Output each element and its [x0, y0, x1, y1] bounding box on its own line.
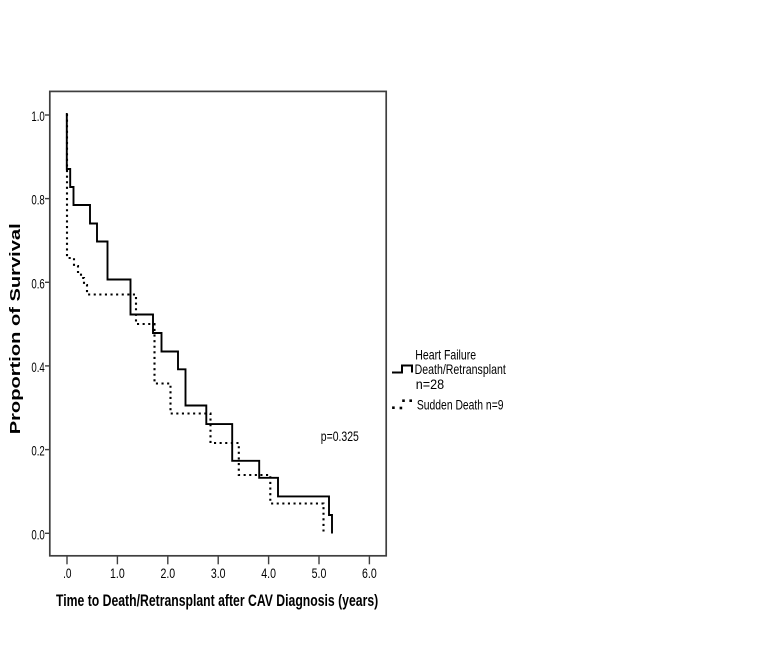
svg-text:Sudden Death n=9: Sudden Death n=9	[417, 396, 504, 412]
svg-text:6.0: 6.0	[362, 565, 377, 581]
svg-text:0.4: 0.4	[31, 359, 45, 375]
svg-text:0.6: 0.6	[31, 275, 45, 291]
svg-text:0.8: 0.8	[31, 192, 45, 208]
svg-text:0.2: 0.2	[31, 443, 45, 459]
svg-text:Death/Retransplant: Death/Retransplant	[415, 361, 506, 377]
svg-text:1.0: 1.0	[110, 565, 125, 581]
svg-text:Heart Failure: Heart Failure	[415, 347, 476, 363]
svg-text:1.0: 1.0	[31, 108, 45, 124]
svg-text:5.0: 5.0	[312, 565, 327, 581]
svg-text:.0: .0	[63, 565, 72, 581]
svg-text:Proportion of Survival: Proportion of Survival	[8, 223, 24, 434]
svg-text:p=0.325: p=0.325	[321, 428, 359, 444]
svg-text:Time to Death/Retransplant aft: Time to Death/Retransplant after CAV Dia…	[56, 592, 378, 610]
svg-text:n=28: n=28	[416, 376, 445, 392]
svg-text:3.0: 3.0	[211, 565, 226, 581]
svg-text:4.0: 4.0	[261, 565, 276, 581]
svg-text:0.0: 0.0	[31, 526, 45, 542]
svg-text:2.0: 2.0	[160, 565, 175, 581]
